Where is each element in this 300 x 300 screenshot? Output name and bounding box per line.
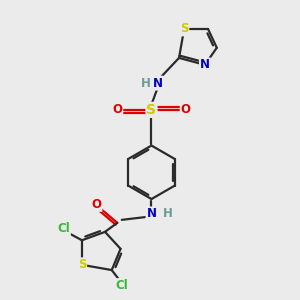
Text: H: H [141, 76, 151, 90]
Text: Cl: Cl [116, 279, 128, 292]
Text: N: N [153, 76, 163, 90]
Text: O: O [92, 198, 101, 211]
Text: Cl: Cl [57, 223, 70, 236]
Text: N: N [200, 58, 210, 71]
Text: H: H [163, 207, 173, 220]
Text: O: O [181, 103, 191, 116]
Text: S: S [78, 258, 86, 271]
Text: S: S [180, 22, 188, 35]
Text: O: O [112, 103, 122, 116]
Text: N: N [146, 207, 157, 220]
Text: S: S [146, 103, 157, 117]
